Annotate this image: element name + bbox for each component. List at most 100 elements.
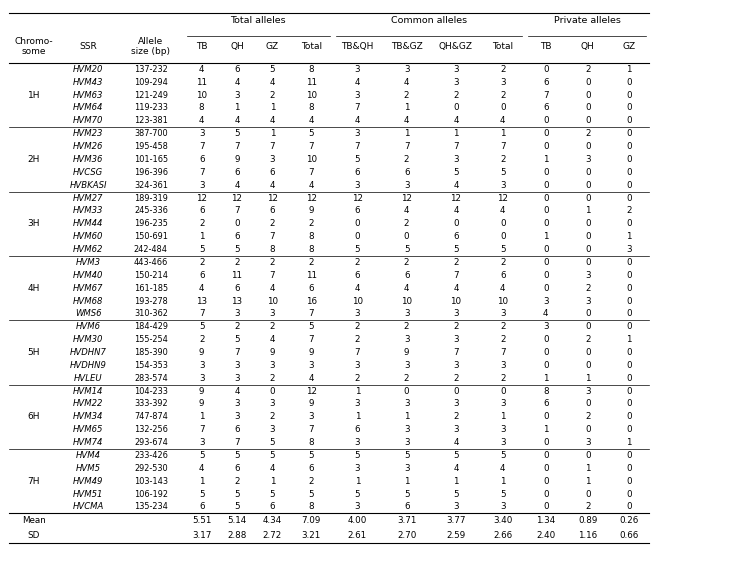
Text: 2: 2 — [234, 258, 240, 267]
Text: HVDHN9: HVDHN9 — [70, 361, 107, 370]
Text: 4: 4 — [199, 464, 205, 473]
Text: 3: 3 — [199, 374, 205, 383]
Text: 5: 5 — [500, 168, 506, 177]
Text: 6: 6 — [199, 271, 205, 280]
Text: 3: 3 — [500, 502, 506, 511]
Text: TB: TB — [196, 42, 208, 51]
Text: 0: 0 — [626, 296, 631, 305]
Text: 4: 4 — [269, 284, 275, 293]
Text: 184-429: 184-429 — [134, 322, 168, 331]
Text: 324-361: 324-361 — [134, 181, 168, 190]
Text: 9: 9 — [308, 399, 314, 408]
Text: 2: 2 — [500, 65, 506, 74]
Text: 2.40: 2.40 — [536, 531, 556, 540]
Text: Private alleles: Private alleles — [553, 16, 620, 25]
Text: 4.00: 4.00 — [347, 517, 367, 525]
Text: 0: 0 — [585, 399, 590, 408]
Text: 7.09: 7.09 — [302, 517, 321, 525]
Text: 9: 9 — [308, 206, 314, 216]
Text: 1: 1 — [500, 412, 506, 422]
Text: 7: 7 — [453, 271, 459, 280]
Text: 0: 0 — [453, 104, 459, 113]
Text: 2: 2 — [500, 155, 506, 164]
Text: 6: 6 — [269, 502, 275, 511]
Text: 7: 7 — [234, 348, 240, 357]
Text: 7: 7 — [500, 142, 506, 151]
Text: 0.89: 0.89 — [578, 517, 598, 525]
Text: WMS6: WMS6 — [75, 309, 102, 319]
Text: 2: 2 — [234, 476, 240, 486]
Text: 10: 10 — [305, 155, 317, 164]
Text: 3: 3 — [500, 425, 506, 434]
Text: 5: 5 — [199, 322, 205, 331]
Text: 2: 2 — [453, 412, 459, 422]
Text: 7: 7 — [269, 142, 275, 151]
Text: 0: 0 — [626, 502, 631, 511]
Text: 3: 3 — [355, 464, 360, 473]
Text: 0: 0 — [543, 193, 548, 202]
Text: 4: 4 — [355, 284, 360, 293]
Text: 1: 1 — [199, 476, 205, 486]
Text: 1: 1 — [269, 476, 275, 486]
Text: 0: 0 — [543, 271, 548, 280]
Text: 0: 0 — [626, 271, 631, 280]
Text: 387-700: 387-700 — [134, 129, 168, 138]
Text: 10: 10 — [352, 296, 363, 305]
Text: 5: 5 — [308, 129, 314, 138]
Text: 6: 6 — [543, 78, 548, 87]
Text: 121-249: 121-249 — [134, 90, 168, 100]
Text: 0: 0 — [585, 322, 590, 331]
Text: 6: 6 — [269, 206, 275, 216]
Text: 7: 7 — [453, 348, 459, 357]
Text: 5: 5 — [308, 451, 314, 460]
Text: 150-214: 150-214 — [134, 271, 168, 280]
Text: 0: 0 — [585, 361, 590, 370]
Text: 3: 3 — [234, 361, 240, 370]
Text: 3: 3 — [543, 296, 548, 305]
Text: 8: 8 — [308, 104, 314, 113]
Text: 4.34: 4.34 — [263, 517, 282, 525]
Text: 6: 6 — [355, 425, 360, 434]
Text: 9: 9 — [269, 348, 275, 357]
Text: 0: 0 — [626, 181, 631, 190]
Text: HVM74: HVM74 — [73, 438, 104, 447]
Text: 9: 9 — [199, 348, 205, 357]
Text: HVM64: HVM64 — [73, 104, 104, 113]
Text: 3: 3 — [234, 90, 240, 100]
Text: HVM65: HVM65 — [73, 425, 104, 434]
Text: HVM33: HVM33 — [73, 206, 104, 216]
Text: 3: 3 — [453, 502, 459, 511]
Text: 1: 1 — [453, 476, 459, 486]
Text: 6: 6 — [308, 464, 314, 473]
Text: 3: 3 — [453, 309, 459, 319]
Text: 8: 8 — [269, 245, 275, 254]
Text: GZ: GZ — [266, 42, 279, 51]
Text: 3: 3 — [269, 309, 275, 319]
Text: 2.88: 2.88 — [227, 531, 247, 540]
Text: 233-426: 233-426 — [134, 451, 168, 460]
Text: 6: 6 — [269, 168, 275, 177]
Text: 6: 6 — [404, 168, 409, 177]
Text: HVM26: HVM26 — [73, 142, 104, 151]
Text: 0: 0 — [453, 387, 459, 396]
Text: TB&QH: TB&QH — [342, 42, 373, 51]
Text: 5: 5 — [500, 451, 506, 460]
Text: 6: 6 — [234, 65, 240, 74]
Text: 4: 4 — [453, 116, 459, 125]
Text: 5: 5 — [269, 438, 275, 447]
Text: 7: 7 — [308, 168, 314, 177]
Text: 6: 6 — [543, 104, 548, 113]
Text: 5: 5 — [269, 65, 275, 74]
Text: SSR: SSR — [79, 42, 97, 51]
Text: 4: 4 — [404, 284, 409, 293]
Text: 3: 3 — [355, 90, 360, 100]
Text: HVM60: HVM60 — [73, 232, 104, 241]
Text: 4: 4 — [269, 116, 275, 125]
Text: 3H: 3H — [28, 219, 40, 228]
Text: 0: 0 — [234, 219, 240, 228]
Text: HVBKASI: HVBKASI — [70, 181, 107, 190]
Text: 3: 3 — [404, 425, 409, 434]
Text: 0: 0 — [626, 425, 631, 434]
Text: 2.72: 2.72 — [263, 531, 282, 540]
Text: 245-336: 245-336 — [134, 206, 168, 216]
